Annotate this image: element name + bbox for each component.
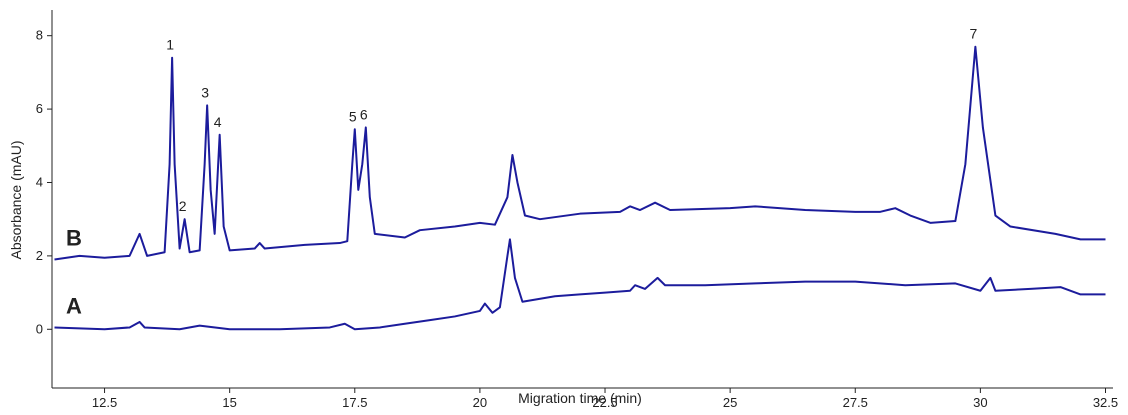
- series-label: B: [66, 226, 82, 251]
- peak-label: 6: [360, 106, 368, 122]
- x-tick-label: 27.5: [843, 395, 868, 410]
- x-tick-label: 20: [473, 395, 487, 410]
- y-tick-label: 4: [36, 174, 43, 189]
- series-line: [54, 45, 1106, 261]
- series-label: A: [66, 293, 82, 318]
- peak-label: 5: [349, 108, 357, 124]
- x-tick-label: 25: [723, 395, 737, 410]
- x-axis-label: Migration time (min): [518, 390, 642, 406]
- peak-label: 1: [166, 37, 174, 53]
- x-tick-label: 22.5: [592, 395, 617, 410]
- y-tick-label: 0: [36, 321, 43, 336]
- y-tick-label: 2: [36, 248, 43, 263]
- x-tick-label: 32.5: [1093, 395, 1118, 410]
- series-line: [54, 238, 1106, 331]
- peak-label: 7: [969, 26, 977, 42]
- x-tick-label: 17.5: [342, 395, 367, 410]
- y-tick-label: 8: [36, 28, 43, 43]
- peak-label: 2: [179, 198, 187, 214]
- x-tick-label: 12.5: [92, 395, 117, 410]
- peak-label: 3: [201, 84, 209, 100]
- y-axis-label: Absorbance (mAU): [8, 140, 24, 259]
- y-tick-label: 6: [36, 101, 43, 116]
- peak-label: 4: [214, 114, 222, 130]
- x-tick-label: 30: [973, 395, 987, 410]
- x-tick-label: 15: [222, 395, 236, 410]
